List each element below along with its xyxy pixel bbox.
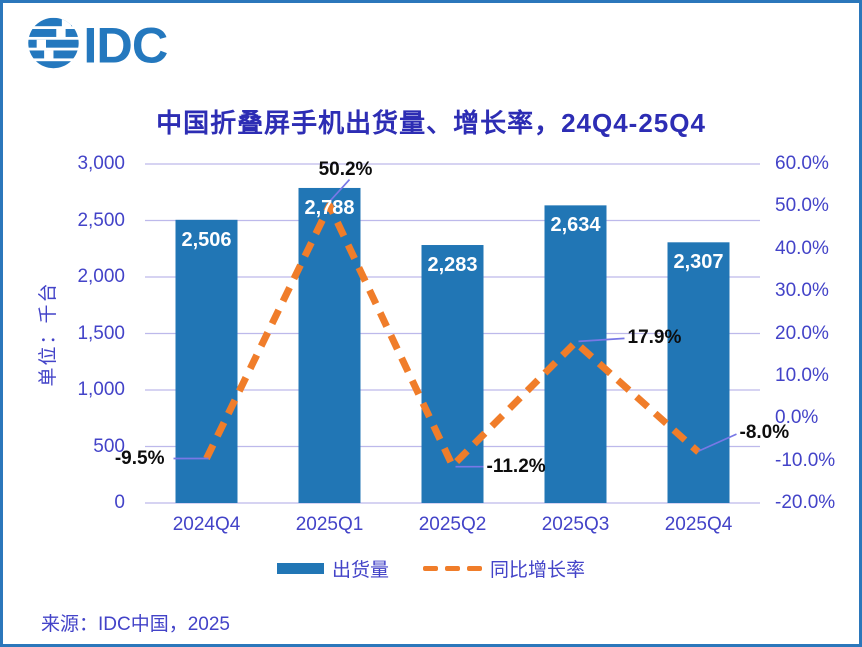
legend-line-label: 同比增长率: [490, 560, 586, 581]
shipment-bar: [298, 187, 361, 503]
y-axis-tick-right: 0.0%: [775, 407, 819, 429]
bar-value-label: 2,788: [304, 196, 355, 219]
idc-logo-text: IDC: [83, 17, 168, 71]
y-axis-tick-right: -20.0%: [775, 492, 836, 513]
y-axis-tick-right: 20.0%: [775, 322, 829, 344]
y-axis-tick-right: 40.0%: [775, 237, 829, 259]
y-axis-tick-left: 500: [93, 435, 125, 457]
shipment-bar: [667, 242, 730, 503]
legend-dash-segment: [467, 566, 482, 571]
y-axis-tick-right: 60.0%: [775, 153, 829, 174]
y-axis-tick-left: 2,000: [77, 266, 125, 287]
x-axis-label: 2025Q1: [295, 514, 364, 535]
legend-bar-label: 出货量: [331, 560, 389, 581]
legend-dash-segment: [423, 566, 438, 571]
legend-line-swatch: [423, 566, 482, 571]
y-axis-tick-left: 3,000: [77, 153, 125, 174]
legend-bar-swatch: [276, 563, 324, 574]
x-axis-label: 2024Q4: [172, 514, 241, 535]
growth-value-label: -11.2%: [486, 455, 546, 477]
growth-value-label: -8.0%: [739, 422, 790, 444]
source-note: 来源：IDC中国，2025: [41, 614, 230, 635]
x-axis-label: 2025Q3: [541, 514, 610, 535]
growth-value-label: 50.2%: [318, 158, 373, 180]
growth-value-label: 17.9%: [627, 327, 682, 349]
growth-rate-line: [203, 202, 701, 470]
label-leader-line: [698, 433, 737, 452]
legend-dash-segment: [445, 566, 460, 571]
shipment-bar: [421, 245, 484, 503]
y-axis-tick-right: 10.0%: [775, 364, 829, 386]
y-axis-tick-left: 1,500: [77, 322, 125, 344]
idc-logo: IDC: [28, 17, 169, 71]
y-axis-tick-left: 0: [114, 492, 125, 513]
y-axis-tick-left: 2,500: [77, 209, 125, 231]
label-leader-line: [328, 178, 351, 203]
shipment-bar: [175, 219, 238, 503]
y-axis-tick-right: 50.0%: [775, 195, 829, 217]
label-leader-line: [578, 337, 625, 343]
y-axis-tick-left: 1,000: [77, 379, 125, 400]
bar-value-label: 2,283: [427, 254, 478, 277]
x-axis-label: 2025Q4: [664, 514, 733, 535]
y-axis-tick-right: -10.0%: [775, 449, 836, 471]
legend: 出货量 同比增长率: [3, 555, 859, 582]
idc-globe-icon: [28, 17, 79, 69]
plot-canvas: [145, 163, 760, 504]
shipment-bar: [544, 205, 607, 503]
x-axis-label: 2025Q2: [418, 514, 487, 535]
bar-value-label: 2,634: [550, 214, 601, 237]
bar-value-label: 2,506: [181, 228, 232, 251]
chart-title: 中国折叠屏手机出货量、增长率，24Q4-25Q4: [156, 108, 706, 138]
growth-value-label: -9.5%: [114, 447, 165, 469]
bar-value-label: 2,307: [673, 251, 724, 274]
y-axis-tick-right: 30.0%: [775, 280, 829, 302]
